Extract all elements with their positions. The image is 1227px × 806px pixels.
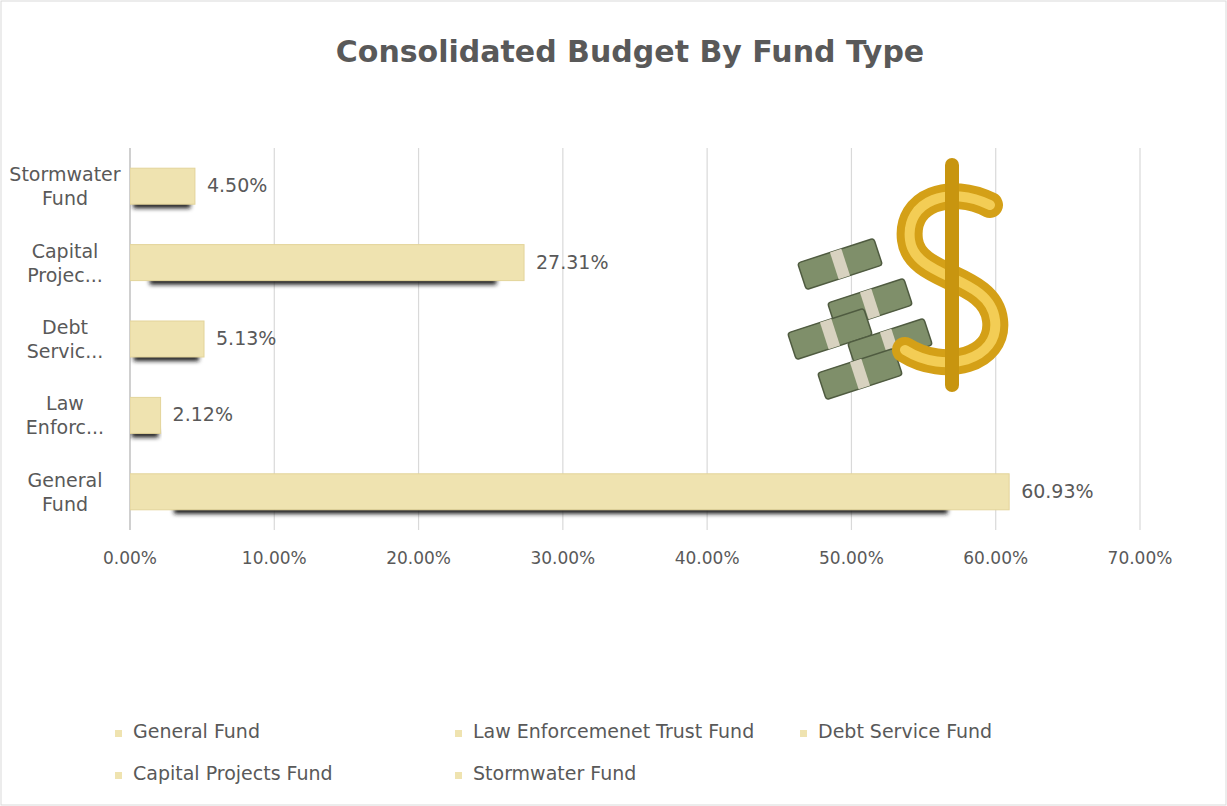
legend-swatch <box>455 772 462 779</box>
legend-label: Debt Service Fund <box>818 720 992 742</box>
background <box>1 1 1226 805</box>
category-label-line: Debt <box>42 316 88 338</box>
category-label-line: Capital <box>32 240 99 262</box>
bar <box>130 474 1009 510</box>
category-label-line: Enforc... <box>26 416 104 438</box>
money-band <box>850 359 870 389</box>
grid-line <box>562 148 563 530</box>
data-label: 4.50% <box>207 174 267 196</box>
tick-label: 10.00% <box>242 548 307 568</box>
data-label: 2.12% <box>173 403 233 425</box>
legend-swatch <box>800 730 807 737</box>
money-stack <box>818 348 903 399</box>
tick-label: 20.00% <box>386 548 451 568</box>
legend-swatch <box>115 772 122 779</box>
legend: General Fund Law Enforcemenet Trust Fund D… <box>115 720 992 784</box>
category-label: LawEnforc... <box>26 392 104 438</box>
tick-label: 40.00% <box>675 548 740 568</box>
tick-label: 60.00% <box>963 548 1028 568</box>
category-label: CapitalProjec... <box>27 240 103 286</box>
category-label: GeneralFund <box>28 469 103 515</box>
category-label-line: Servic... <box>27 340 104 362</box>
tick-label: 70.00% <box>1108 548 1173 568</box>
category-label-line: Fund <box>42 493 88 515</box>
legend-label: General Fund <box>133 720 260 742</box>
category-label-line: Projec... <box>27 264 103 286</box>
money-band <box>820 319 840 349</box>
decoration <box>788 165 996 400</box>
tick-label: 30.00% <box>530 548 595 568</box>
tick-label: 0.00% <box>103 548 157 568</box>
grid-line <box>1139 148 1140 530</box>
category-label-line: Law <box>46 392 84 414</box>
bars <box>130 168 1009 514</box>
bar <box>130 245 524 281</box>
data-label: 5.13% <box>216 327 276 349</box>
data-label: 27.31% <box>536 251 608 273</box>
grid-line <box>418 148 419 530</box>
grid <box>130 148 1140 530</box>
legend-label: Law Enforcemenet Trust Fund <box>473 720 754 742</box>
bar <box>130 321 204 357</box>
bar <box>130 168 195 204</box>
bar <box>130 397 161 433</box>
legend-label: Stormwater Fund <box>473 762 636 784</box>
legend-swatch <box>455 730 462 737</box>
category-label: DebtServic... <box>27 316 104 362</box>
category-label-line: General <box>28 469 103 491</box>
grid-line <box>707 148 708 530</box>
money-band <box>830 249 850 279</box>
category-label-line: Stormwater <box>9 163 120 185</box>
legend-label: Capital Projects Fund <box>133 762 333 784</box>
category-label: StormwaterFund <box>9 163 120 209</box>
money-stack <box>798 238 883 289</box>
chart: Consolidated Budget By Fund Type 0.00% 10.… <box>0 0 1227 806</box>
dollar-stem <box>945 165 959 385</box>
legend-swatch <box>115 730 122 737</box>
data-label: 60.93% <box>1021 480 1093 502</box>
title: Consolidated Budget By Fund Type <box>336 34 924 69</box>
category-label-line: Fund <box>42 187 88 209</box>
tick-label: 50.00% <box>819 548 884 568</box>
